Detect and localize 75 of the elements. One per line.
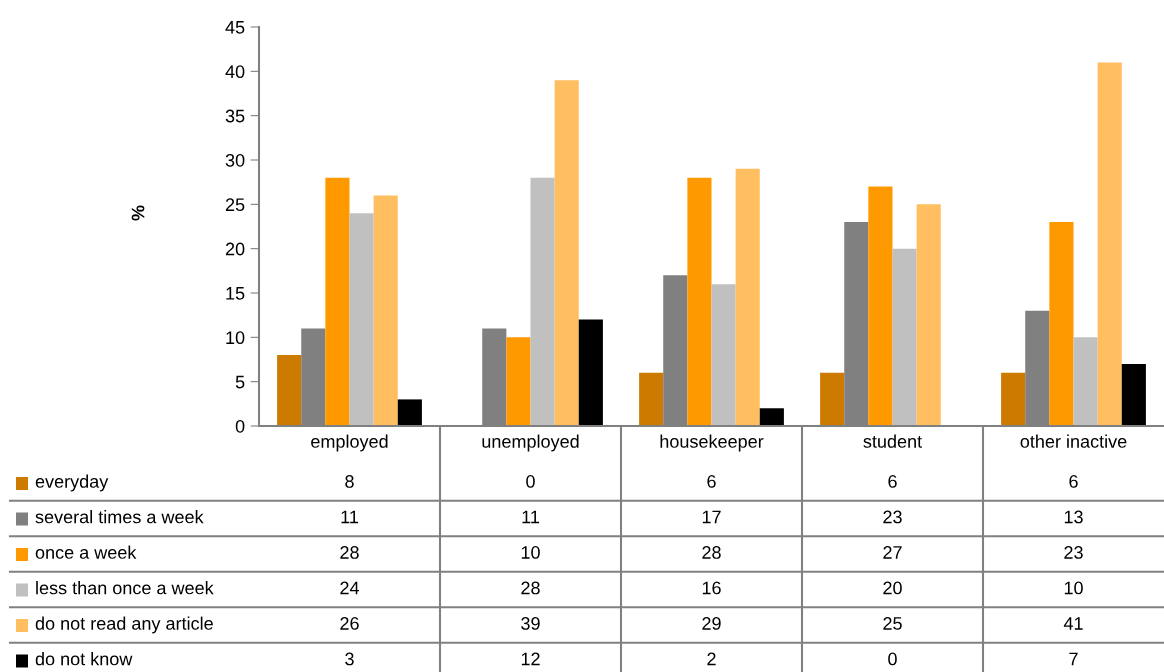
x-tick-label: student [863,434,922,448]
data-label: 8 [345,475,354,488]
data-label: 28 [702,546,721,559]
y-tick-label: 30 [225,153,245,167]
data-label: 27 [883,546,902,559]
bar [554,80,579,426]
x-tick-label: unemployed [482,434,579,452]
bar [277,355,302,426]
y-tick-label: 25 [225,198,245,212]
legend-label: less than once a week [36,581,214,595]
x-tick-label: housekeeper [660,434,764,452]
data-label: 20 [883,581,902,595]
data-label: 0 [526,475,535,488]
data-label: 12 [521,652,540,666]
bar [916,204,941,426]
bar [578,319,603,426]
bar [1097,62,1122,426]
y-axis-title: % [131,205,145,221]
legend-label: once a week [35,545,137,559]
y-tick-label: 0 [235,419,245,433]
bar [349,213,374,426]
bar [373,195,398,426]
legend-label: several times a week [35,510,204,524]
data-label: 17 [702,510,721,524]
data-label: 6 [1069,475,1078,488]
bar [892,248,917,426]
data-label: 28 [340,546,359,559]
x-tick-label: employed [311,434,388,452]
data-label: 6 [888,475,897,488]
x-tick-label: other inactive [1020,434,1127,448]
data-label: 26 [340,617,359,630]
data-label: 39 [521,617,540,630]
bar [325,177,350,426]
legend-label: everyday [35,474,109,492]
data-label: 6 [707,475,716,488]
data-label: 41 [1063,617,1083,630]
bar [1001,372,1026,426]
bar [711,284,736,426]
data-label: 16 [702,581,721,595]
bar [506,337,531,426]
bar [1049,222,1074,426]
bar [759,408,784,426]
bar [1121,363,1146,426]
data-label: 0 [888,652,897,666]
bar [639,372,664,426]
y-tick-label: 15 [226,287,245,300]
bar [868,186,893,426]
data-label: 24 [340,581,360,595]
y-tick-label: 5 [235,375,245,389]
y-tick-label: 35 [225,109,245,123]
data-label: 10 [521,546,540,559]
data-label: 7 [1069,652,1078,666]
bar [530,177,555,426]
data-label: 11 [341,510,358,524]
bar [735,168,760,426]
bar [1073,337,1098,426]
data-label: 3 [345,652,354,666]
data-label: 2 [707,652,716,666]
data-label: 10 [1064,581,1083,595]
bar [397,399,422,426]
data-label: 23 [883,510,902,524]
data-label: 23 [1064,546,1083,559]
data-label: 11 [522,510,539,524]
y-tick-label: 10 [226,331,245,345]
data-label: 13 [1064,510,1083,524]
data-label: 28 [521,581,540,595]
data-label: 29 [702,617,721,630]
y-tick-label: 45 [225,21,245,34]
bar [687,177,712,426]
y-tick-label: 40 [225,65,245,79]
legend-label: do not know [35,652,133,666]
y-tick-label: 20 [225,242,245,256]
bar [820,372,845,426]
data-label: 25 [883,617,902,630]
legend-label: do not read any article [35,616,213,634]
